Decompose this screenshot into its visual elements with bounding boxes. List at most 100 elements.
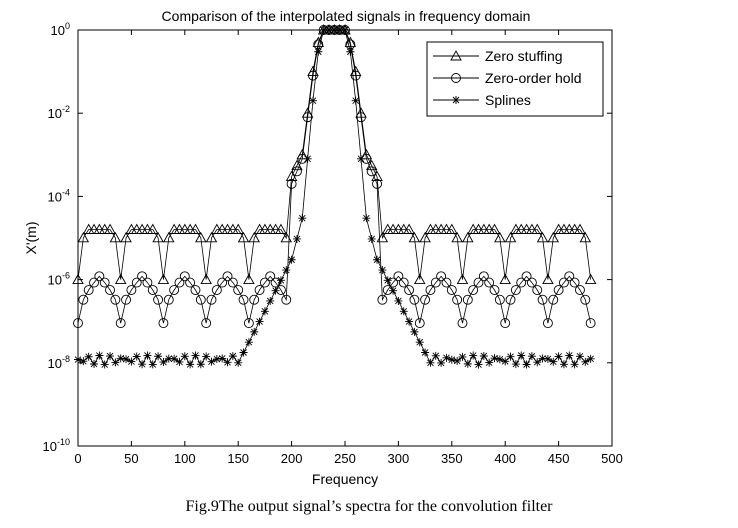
zero-order-hold-point-26 [211, 285, 222, 295]
legend-splines-point-0 [452, 96, 460, 104]
zero-order-hold-point-31 [238, 294, 249, 305]
zero-order-hold-point-2 [83, 285, 94, 295]
axes: 0 50 100 150 200 250 300 350 400 450 500 100 10-2 10-… [43, 21, 623, 466]
zero-stuffing-point-71 [451, 231, 463, 243]
splines-point-33 [250, 327, 259, 336]
zero-order-hold-point-11 [131, 277, 142, 288]
splines-point-70 [447, 355, 456, 364]
legend-label-zero-order-hold: Zero-order hold [485, 70, 582, 86]
zero-order-hold-point-72 [457, 318, 468, 329]
zero-stuffing-point-5 [98, 223, 111, 234]
zero-order-hold-point-65 [420, 294, 431, 305]
splines-point-10 [127, 357, 136, 366]
zero-stuffing-point-23 [195, 231, 207, 243]
zero-stuffing-point-29 [227, 223, 239, 234]
zero-stuffing-point-75 [472, 223, 485, 234]
zero-order-hold-point-35 [259, 277, 270, 288]
splines-point-26 [212, 355, 221, 364]
zero-order-hold-point-64 [414, 318, 425, 329]
splines-point-84 [522, 360, 531, 369]
zero-order-hold-point-90 [553, 285, 564, 295]
zero-stuffing-point-10 [125, 223, 138, 234]
x-tick-label-3: 150 [227, 451, 249, 466]
zero-order-hold-point-10 [126, 285, 137, 295]
zero-stuffing-point-33 [248, 231, 260, 243]
zero-order-hold-point-17 [163, 294, 174, 305]
zero-order-hold-point-68 [436, 271, 447, 282]
zero-stuffing-point-70 [446, 223, 458, 234]
zero-stuffing-point-56 [371, 170, 383, 182]
zero-stuffing-point-25 [205, 231, 218, 243]
splines-point-69 [442, 353, 451, 362]
splines-point-15 [154, 352, 163, 361]
zero-order-hold-point-20 [179, 271, 190, 282]
splines-point-77 [485, 358, 494, 367]
splines-point-37 [271, 286, 280, 295]
zero-order-hold-point-27 [217, 277, 228, 288]
splines-point-80 [501, 357, 510, 366]
splines-point-18 [170, 354, 179, 363]
splines-point-9 [122, 355, 131, 364]
splines-point-31 [239, 348, 248, 357]
zero-order-hold-point-24 [201, 318, 212, 329]
y-tick-label-2: 10-4 [48, 187, 70, 204]
zero-order-hold-point-89 [548, 294, 559, 305]
zero-order-hold-point-82 [510, 285, 521, 295]
y-axis-label: X'(m) [23, 222, 39, 255]
zero-order-hold-point-86 [532, 285, 543, 295]
zero-order-hold-point-5 [99, 277, 110, 288]
splines-point-24 [202, 352, 211, 361]
y-tick-label-0: 100 [51, 21, 70, 38]
zero-order-hold-point-71 [452, 294, 463, 305]
splines-point-29 [228, 352, 237, 361]
zero-order-hold-point-9 [121, 294, 132, 305]
splines-point-39 [282, 266, 291, 275]
splines-point-92 [565, 351, 574, 360]
zero-order-hold-point-61 [398, 277, 409, 288]
splines-point-6 [106, 352, 115, 361]
splines-point-20 [180, 352, 189, 361]
splines-point-73 [463, 359, 472, 368]
zero-stuffing-point-89 [547, 231, 560, 243]
zero-stuffing-point-35 [259, 223, 271, 234]
splines-point-87 [538, 354, 547, 363]
y-tick-label-5: 10-10 [43, 437, 70, 454]
zero-order-hold-point-85 [526, 277, 537, 288]
zero-order-hold-point-81 [505, 294, 516, 305]
zero-stuffing-point-1 [77, 231, 90, 243]
splines-point-96 [586, 354, 595, 363]
zero-stuffing-point-88 [542, 273, 554, 285]
zero-stuffing-point-74 [467, 223, 479, 234]
splines-point-76 [479, 351, 488, 360]
zero-stuffing-point-66 [424, 223, 437, 234]
zero-stuffing-point-80 [499, 273, 511, 285]
splines-point-2 [84, 352, 93, 361]
zero-order-hold-point-91 [558, 277, 569, 288]
zero-stuffing-point-73 [462, 231, 474, 243]
zero-order-hold-point-69 [441, 277, 452, 288]
splines-point-86 [533, 358, 542, 367]
zero-order-hold-point-13 [142, 277, 153, 288]
splines-point-45 [314, 47, 323, 56]
zero-order-hold-point-6 [105, 285, 115, 295]
zero-order-hold-point-74 [468, 285, 479, 295]
splines-point-71 [453, 356, 462, 365]
splines-point-93 [570, 360, 579, 369]
zero-order-hold-point-14 [147, 285, 158, 295]
zero-order-hold-point-73 [462, 294, 473, 305]
zero-stuffing-point-59 [387, 223, 399, 234]
splines-point-61 [399, 307, 408, 316]
zero-stuffing-point-72 [456, 273, 469, 285]
zero-order-hold-point-95 [580, 294, 591, 305]
splines-point-7 [111, 358, 120, 367]
splines-point-95 [581, 357, 590, 366]
zero-order-hold-point-16 [158, 318, 169, 329]
splines-point-42 [298, 214, 307, 223]
zero-stuffing-point-76 [478, 223, 490, 234]
zero-order-hold-point-34 [254, 285, 265, 295]
splines-point-81 [506, 352, 515, 361]
splines-point-27 [218, 354, 227, 363]
zero-order-hold-point-83 [516, 277, 527, 288]
splines-point-56 [373, 255, 382, 264]
zero-stuffing-point-62 [403, 223, 415, 234]
